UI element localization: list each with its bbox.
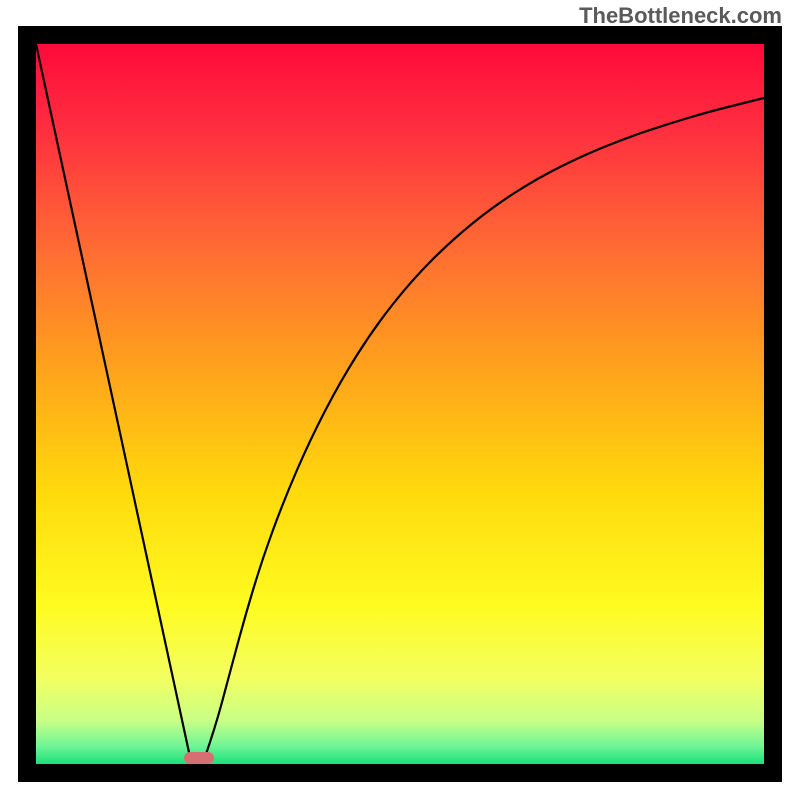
minimum-marker <box>184 752 214 764</box>
bottleneck-chart: TheBottleneck.com <box>0 0 800 800</box>
plot-background <box>36 44 764 764</box>
chart-svg <box>0 0 800 800</box>
